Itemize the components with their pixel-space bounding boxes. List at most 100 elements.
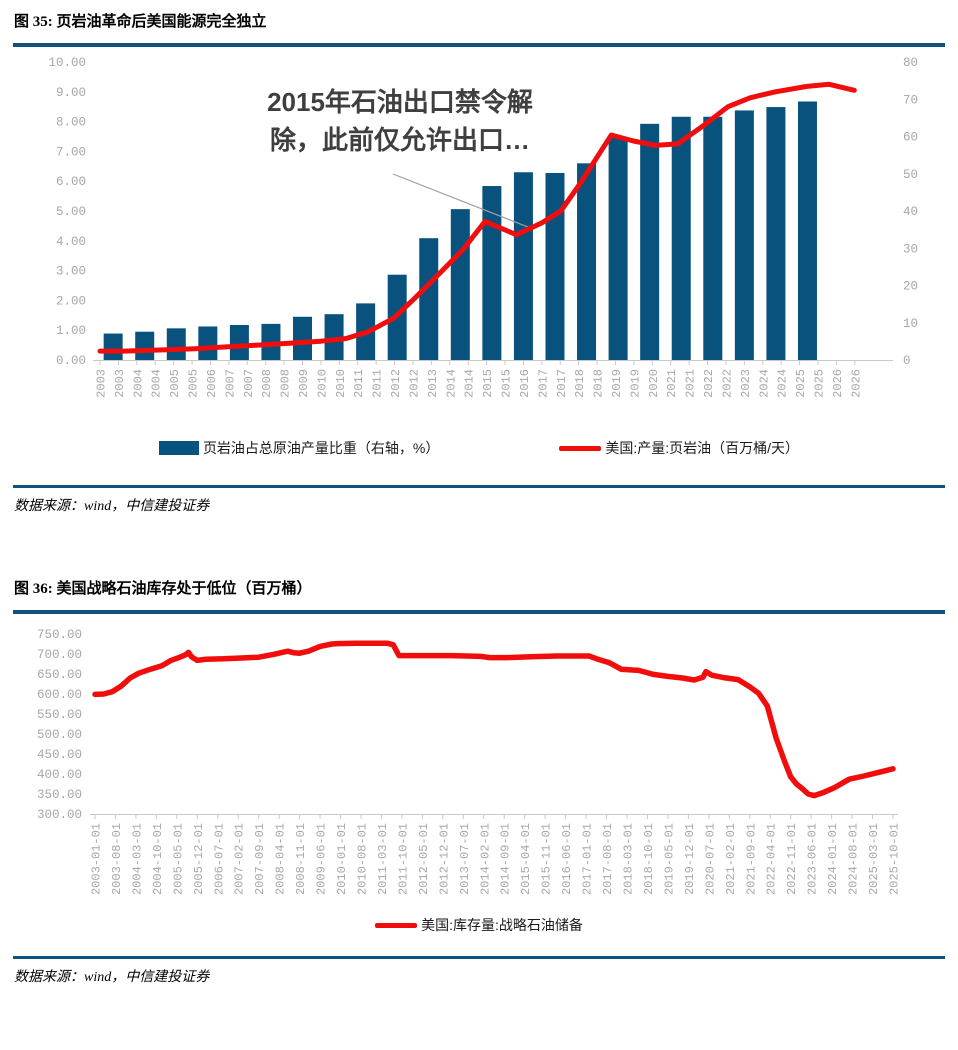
y-axis-labels: 300.00 350.00 400.00 450.00 500.00 550.00 600.… <box>37 628 82 822</box>
annotation-leader-line <box>392 173 534 230</box>
report-page: 图 35: 页岩油革命后美国能源完全独立 2003 2003 2004 2004 200… <box>0 10 958 986</box>
line-series-label: 美国:产量:页岩油（百万桶/天） <box>605 440 800 456</box>
bar-2006 <box>198 326 218 360</box>
figure-35-chart: 2003 2003 2004 2004 2005 2005 2006 2007 2007 2008… <box>48 56 918 398</box>
x-tick-label: 2003 <box>95 369 109 398</box>
y-tick-label: 70 <box>903 93 918 107</box>
bar-2005 <box>166 328 186 360</box>
x-tick-label: 2009 <box>297 369 311 398</box>
legend-item-line-series: 美国:产量:页岩油（百万桶/天） <box>559 438 799 458</box>
x-tick-label: 2008 <box>260 369 274 398</box>
figure-35-legend: 页岩油占总原油产量比重（右轴，%） 美国:产量:页岩油（百万桶/天） <box>0 437 958 459</box>
bar-2025 <box>797 101 817 361</box>
y-tick-label: 9.00 <box>56 86 86 100</box>
y-tick-label: 450.00 <box>37 748 82 762</box>
x-tick-label: 2007 <box>242 369 256 398</box>
y-tick-label: 500.00 <box>37 728 82 742</box>
x-tick-label: 2024-01-01 <box>826 823 840 895</box>
x-tick-label: 2012 <box>407 369 421 398</box>
y-tick-label: 700.00 <box>37 648 82 662</box>
x-tick-label: 2005-05-01 <box>171 823 185 895</box>
figure-35-source-rule <box>13 485 945 488</box>
x-tick-label: 2003-01-01 <box>90 823 104 895</box>
y-tick-label: 40 <box>903 205 918 219</box>
x-tick-label: 2005 <box>168 369 182 398</box>
x-tick-label: 2023-06-01 <box>806 823 820 895</box>
x-tick-label: 2018-10-01 <box>642 823 656 895</box>
bar-2023 <box>734 110 754 360</box>
x-tick-label: 2022-04-01 <box>765 823 779 895</box>
bar-2009 <box>293 316 313 360</box>
x-tick-label: 2012-12-01 <box>437 823 451 895</box>
x-tick-label: 2004-03-01 <box>130 823 144 895</box>
bar-2016 <box>513 172 533 360</box>
y-tick-label: 350.00 <box>37 788 82 802</box>
x-tick-label: 2010-01-01 <box>335 823 349 895</box>
x-tick-label: 2019-12-01 <box>683 823 697 895</box>
x-tick-label: 2024 <box>776 369 790 398</box>
y-tick-label: 600.00 <box>37 688 82 702</box>
bar-2015 <box>482 186 502 360</box>
x-tick-label: 2008-04-01 <box>274 823 288 895</box>
bar-2004 <box>135 331 155 360</box>
bar-2019 <box>608 137 628 360</box>
figure-36: 图 36: 美国战略石油库存处于低位（百万桶） 2003-01-01 2003-0… <box>0 577 958 986</box>
x-tick-label: 2017 <box>536 369 550 398</box>
x-tick-label: 2016-06-01 <box>560 823 574 895</box>
spr-inventory-line <box>92 640 896 799</box>
y-tick-label: 20 <box>903 280 918 294</box>
x-tick-label: 2016 <box>518 369 532 398</box>
figure-36-chart: 2003-01-01 2003-08-01 2004-03-01 2004-10-01… <box>37 628 902 895</box>
y-tick-label: 6.00 <box>56 175 86 189</box>
x-tick-label: 2007-02-01 <box>233 823 247 895</box>
x-tick-label: 2018-03-01 <box>622 823 636 895</box>
bar-2021 <box>671 116 691 360</box>
y-tick-label: 750.00 <box>37 628 82 642</box>
y-tick-label: 8.00 <box>56 116 86 130</box>
figure-35-source: 数据来源：wind，中信建投证券 <box>14 499 210 514</box>
x-tick-label: 2007-09-01 <box>253 823 267 895</box>
x-tick-label: 2020-07-01 <box>703 823 717 895</box>
bar-2014 <box>450 209 470 360</box>
x-tick-label: 2011-03-01 <box>376 823 390 895</box>
x-tick-label: 2025 <box>812 369 826 398</box>
x-tick-label: 2019-05-01 <box>662 823 676 895</box>
x-tick-label: 2017 <box>555 369 569 398</box>
x-tick-label: 2010 <box>315 369 329 398</box>
y-tick-label: 650.00 <box>37 668 82 682</box>
figure-35: 图 35: 页岩油革命后美国能源完全独立 2003 2003 2004 2004 200… <box>0 10 958 515</box>
x-tick-label: 2024-08-01 <box>847 823 861 895</box>
x-tick-label: 2025-10-01 <box>888 823 902 895</box>
bar-2007 <box>229 324 249 360</box>
x-tick-label: 2003-08-01 <box>110 823 124 895</box>
x-tick-label: 2003 <box>113 369 127 398</box>
x-tick-label: 2004 <box>131 369 145 398</box>
annotation-line-1: 2015年石油出口禁令解 <box>267 87 533 117</box>
x-tick-label: 2004-10-01 <box>151 823 165 895</box>
legend-item-spr-series: 美国:库存量:战略石油储备 <box>375 915 583 935</box>
x-tick-label: 2011-10-01 <box>396 823 410 895</box>
x-tick-label: 2017-01-01 <box>581 823 595 895</box>
x-tick-label: 2011 <box>352 369 366 398</box>
y-tick-label: 10.00 <box>48 56 86 70</box>
x-tick-label: 2021 <box>665 369 679 398</box>
bar-2017 <box>545 173 565 360</box>
x-tick-label: 2026 <box>849 369 863 398</box>
y-tick-label: 300.00 <box>37 808 82 822</box>
x-tick-label: 2017-08-01 <box>601 823 615 895</box>
bar-2003 <box>103 333 123 360</box>
x-tick-label: 2005 <box>187 369 201 398</box>
figure-36-title-rule <box>13 610 945 614</box>
y-tick-label: 80 <box>903 56 918 70</box>
y-tick-label: 10 <box>903 317 918 331</box>
x-tick-label: 2008 <box>279 369 293 398</box>
x-tick-label: 2015-11-01 <box>540 823 554 895</box>
x-tick-label: 2018 <box>573 369 587 398</box>
y-tick-label: 30 <box>903 242 918 256</box>
bar-series-label: 页岩油占总原油产量比重（右轴，%） <box>202 440 440 456</box>
x-tick-label: 2010 <box>334 369 348 398</box>
x-tick-label: 2025 <box>794 369 808 398</box>
y-tick-label: 400.00 <box>37 768 82 782</box>
left-axis-labels: 0.00 1.00 2.00 3.00 4.00 5.00 6.00 7.00 8.00 9.00… <box>48 56 86 368</box>
x-tick-label: 2022 <box>720 369 734 398</box>
